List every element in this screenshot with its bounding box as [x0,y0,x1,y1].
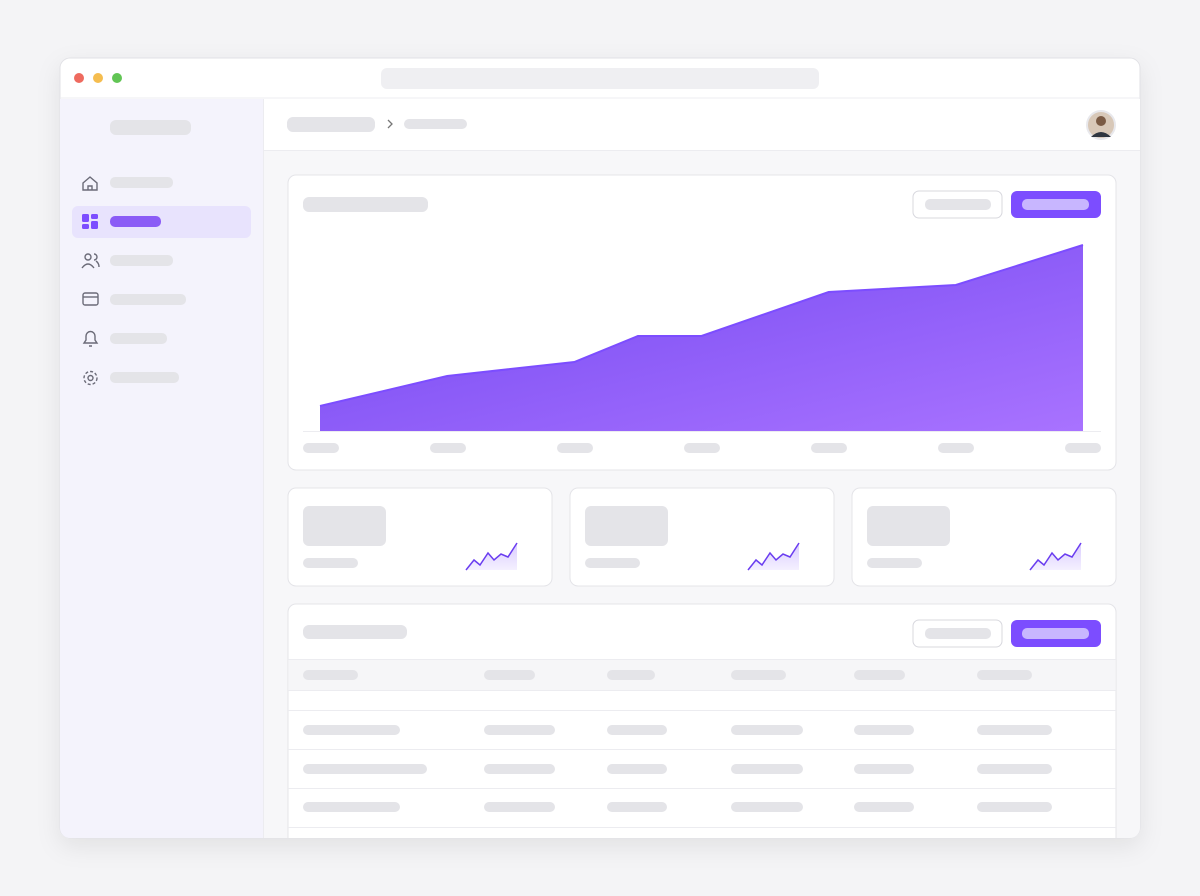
table-placeholders [303,670,1052,812]
button-label-placeholder [925,199,991,210]
nav-item-active[interactable] [72,206,251,238]
area-fill [320,245,1083,431]
nav-label[interactable] [110,177,173,188]
nav-label[interactable] [110,255,173,266]
nav-label[interactable] [110,372,179,383]
breadcrumb[interactable] [287,117,375,132]
breadcrumb[interactable] [404,119,467,129]
avatar-body [1091,132,1111,137]
users-icon [84,253,92,261]
stat-cards [287,487,1117,587]
breadcrumb-separator [387,119,393,129]
stat-card [287,487,553,587]
area-chart [319,244,1084,431]
wallet-icon [82,292,99,306]
minimize-button[interactable] [93,73,103,83]
card-title-placeholder [303,197,428,212]
nav-label[interactable] [110,294,186,305]
card-title-placeholder [303,625,407,639]
window-content [60,68,1140,838]
settings-icon [87,374,94,382]
button-label-placeholder [1022,199,1089,210]
header [264,99,1140,150]
stat-card [569,487,835,587]
nav-label-active[interactable] [110,216,161,227]
x-tick-placeholders [303,443,1101,453]
dashboard-icon [82,214,98,229]
nav-icons [81,176,100,386]
logo-placeholder [110,120,191,135]
button-label-placeholder [1022,628,1089,639]
button-label-placeholder [925,628,991,639]
bell-icon [82,330,99,347]
address-bar[interactable] [381,68,819,89]
close-button[interactable] [74,73,84,83]
row-dividers [288,659,1116,828]
nav-label[interactable] [110,333,167,344]
home-icon [82,176,98,191]
stat-card [851,487,1117,587]
maximize-button[interactable] [112,73,122,83]
area-line [319,244,1084,407]
avatar-face [1096,116,1106,126]
